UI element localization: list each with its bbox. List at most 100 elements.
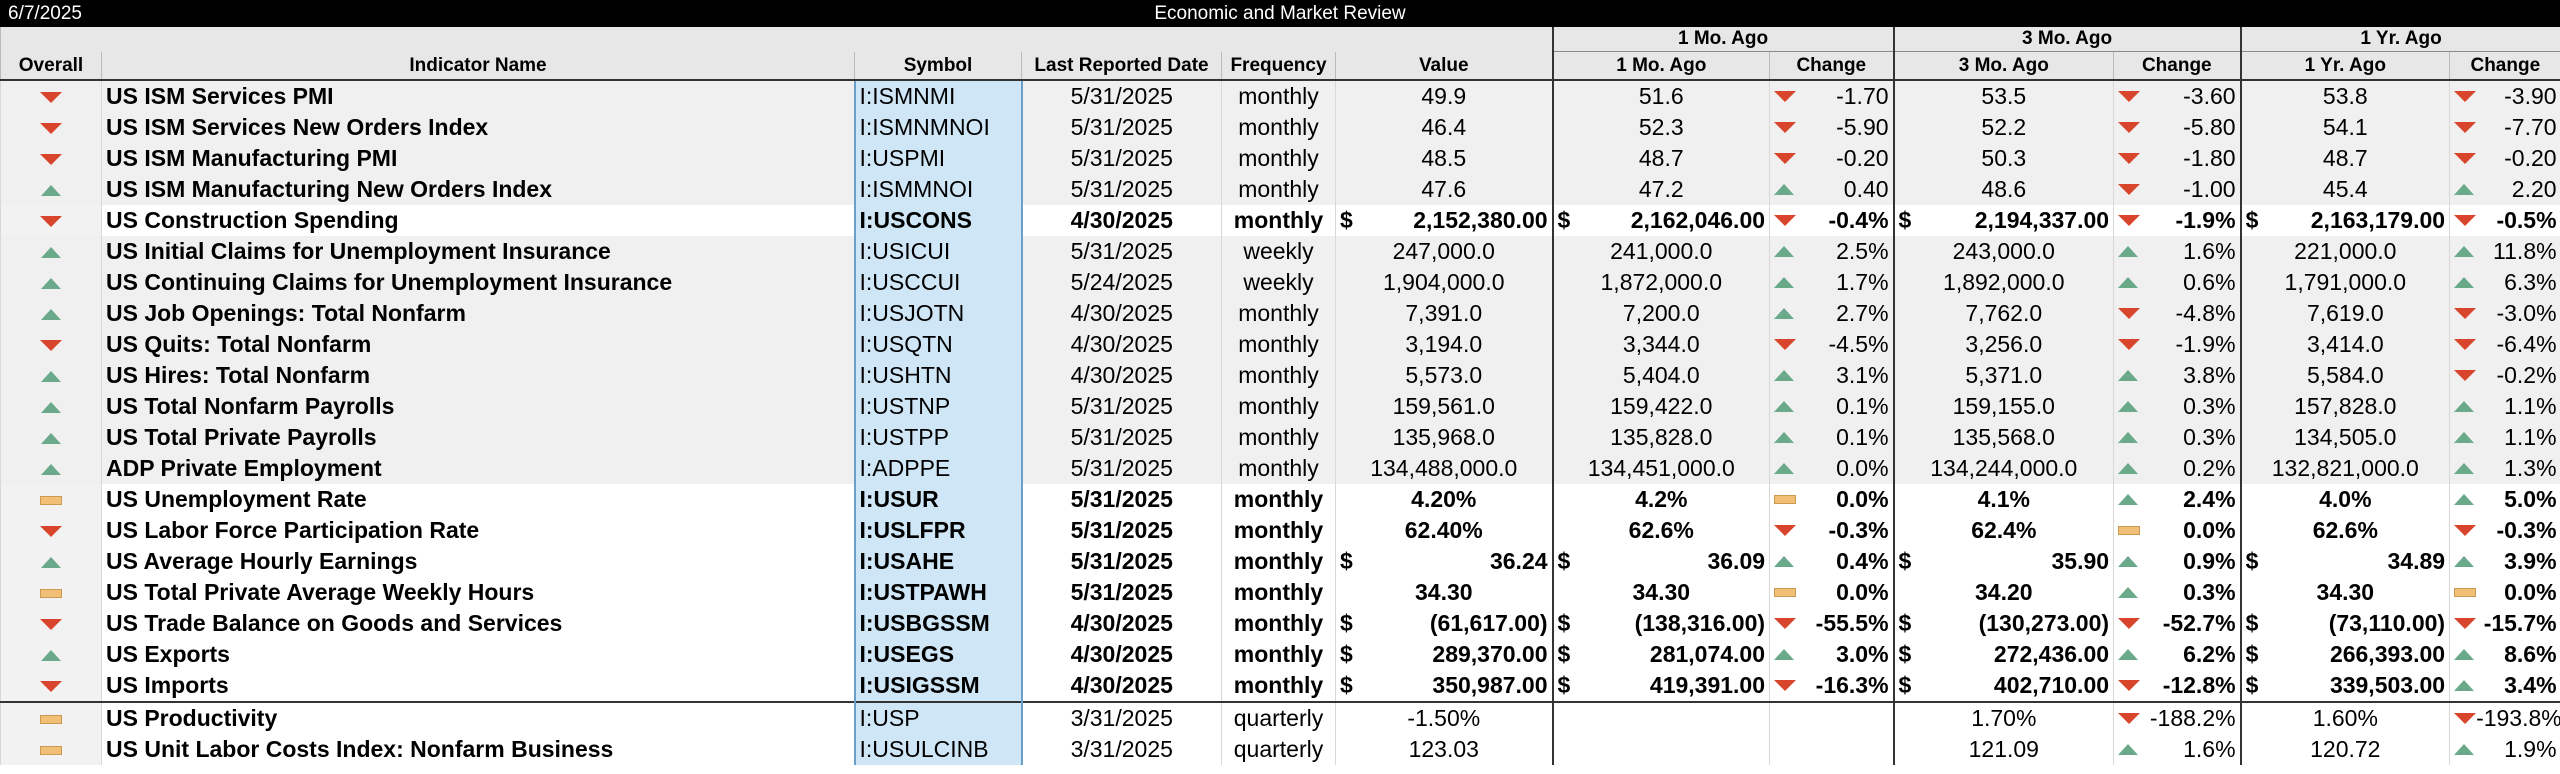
- 3mo-change-cell[interactable]: 0.6%: [2113, 267, 2241, 298]
- 1yr-value-cell[interactable]: 45.4: [2239, 174, 2450, 205]
- last-date-cell[interactable]: 4/30/2025: [1021, 360, 1222, 391]
- 1mo-change-cell[interactable]: [1769, 734, 1894, 765]
- col-header-name[interactable]: Indicator Name: [101, 51, 855, 81]
- 1mo-change-cell[interactable]: -0.4%: [1769, 205, 1894, 236]
- 1yr-change-cell[interactable]: -0.3%: [2449, 515, 2560, 546]
- table-row[interactable]: US ISM Manufacturing PMI I:USPMI 5/31/2025…: [0, 143, 2560, 174]
- 3mo-change-cell[interactable]: -5.80: [2113, 112, 2241, 143]
- 3mo-value-cell[interactable]: $2,194,337.00: [1892, 205, 2114, 236]
- overall-cell[interactable]: [0, 639, 102, 670]
- indicator-name-cell[interactable]: US Productivity: [101, 701, 855, 734]
- value-cell[interactable]: 46.4: [1334, 112, 1553, 143]
- col-header-1mo[interactable]: 1 Mo. Ago: [1551, 51, 1770, 81]
- 1yr-value-cell[interactable]: 134,505.0: [2239, 422, 2450, 453]
- 1yr-change-cell[interactable]: 6.3%: [2449, 267, 2560, 298]
- table-row[interactable]: US ISM Services New Orders Index I:ISMNMN…: [0, 112, 2560, 143]
- frequency-cell[interactable]: monthly: [1221, 639, 1336, 670]
- 1mo-value-cell[interactable]: 241,000.0: [1551, 236, 1770, 267]
- indicator-name-cell[interactable]: US Total Private Average Weekly Hours: [101, 577, 855, 608]
- 3mo-value-cell[interactable]: 52.2: [1892, 112, 2114, 143]
- 1yr-change-cell[interactable]: -6.4%: [2449, 329, 2560, 360]
- 1yr-value-cell[interactable]: 221,000.0: [2239, 236, 2450, 267]
- col-header-overall[interactable]: Overall: [0, 51, 102, 81]
- overall-cell[interactable]: [0, 670, 102, 702]
- 1yr-value-cell[interactable]: 4.0%: [2239, 484, 2450, 515]
- overall-cell[interactable]: [0, 577, 102, 608]
- 1yr-value-cell[interactable]: 48.7: [2239, 143, 2450, 174]
- frequency-cell[interactable]: monthly: [1221, 515, 1336, 546]
- value-cell[interactable]: 1,904,000.0: [1334, 267, 1553, 298]
- overall-cell[interactable]: [0, 453, 102, 484]
- 1mo-value-cell[interactable]: 3,344.0: [1551, 329, 1770, 360]
- value-cell[interactable]: 49.9: [1334, 80, 1553, 112]
- 1mo-change-cell[interactable]: 0.40: [1769, 174, 1894, 205]
- 1mo-value-cell[interactable]: 1,872,000.0: [1551, 267, 1770, 298]
- indicator-name-cell[interactable]: US Initial Claims for Unemployment Insur…: [101, 236, 855, 267]
- 1mo-value-cell[interactable]: 34.30: [1551, 577, 1770, 608]
- 3mo-value-cell[interactable]: 62.4%: [1892, 515, 2114, 546]
- frequency-cell[interactable]: weekly: [1221, 236, 1336, 267]
- 3mo-change-cell[interactable]: 0.3%: [2113, 422, 2241, 453]
- table-row[interactable]: US Job Openings: Total Nonfarm I:USJOTN 4/…: [0, 298, 2560, 329]
- value-cell[interactable]: 247,000.0: [1334, 236, 1553, 267]
- 1yr-value-cell[interactable]: $34.89: [2239, 546, 2450, 577]
- table-row[interactable]: US Unit Labor Costs Index: Nonfarm Busin…: [0, 734, 2560, 765]
- 1mo-value-cell[interactable]: 7,200.0: [1551, 298, 1770, 329]
- 3mo-change-cell[interactable]: 0.3%: [2113, 391, 2241, 422]
- 1yr-value-cell[interactable]: 1,791,000.0: [2239, 267, 2450, 298]
- indicator-name-cell[interactable]: US Labor Force Participation Rate: [101, 515, 855, 546]
- 1yr-value-cell[interactable]: $2,163,179.00: [2239, 205, 2450, 236]
- 3mo-value-cell[interactable]: 159,155.0: [1892, 391, 2114, 422]
- last-date-cell[interactable]: 4/30/2025: [1021, 205, 1222, 236]
- indicator-name-cell[interactable]: US Total Nonfarm Payrolls: [101, 391, 855, 422]
- 1mo-value-cell[interactable]: 134,451,000.0: [1551, 453, 1770, 484]
- 1mo-change-cell[interactable]: -16.3%: [1769, 670, 1894, 702]
- table-row[interactable]: US Imports I:USIGSSM 4/30/2025 monthly $350,…: [0, 670, 2560, 702]
- frequency-cell[interactable]: weekly: [1221, 267, 1336, 298]
- 3mo-value-cell[interactable]: 1,892,000.0: [1892, 267, 2114, 298]
- value-cell[interactable]: 47.6: [1334, 174, 1553, 205]
- 3mo-change-cell[interactable]: 1.6%: [2113, 734, 2241, 765]
- symbol-cell[interactable]: I:ISMNMI: [853, 80, 1023, 112]
- table-row[interactable]: US Initial Claims for Unemployment Insur…: [0, 236, 2560, 267]
- overall-cell[interactable]: [0, 205, 102, 236]
- 1mo-change-cell[interactable]: -1.70: [1769, 80, 1894, 112]
- 3mo-change-cell[interactable]: -1.00: [2113, 174, 2241, 205]
- indicator-name-cell[interactable]: US Continuing Claims for Unemployment In…: [101, 267, 855, 298]
- 1mo-change-cell[interactable]: 3.1%: [1769, 360, 1894, 391]
- 3mo-change-cell[interactable]: 6.2%: [2113, 639, 2241, 670]
- 1mo-value-cell[interactable]: 62.6%: [1551, 515, 1770, 546]
- value-cell[interactable]: 159,561.0: [1334, 391, 1553, 422]
- 1yr-value-cell[interactable]: 7,619.0: [2239, 298, 2450, 329]
- table-row[interactable]: US Labor Force Participation Rate I:USLFP…: [0, 515, 2560, 546]
- 1yr-change-cell[interactable]: -3.0%: [2449, 298, 2560, 329]
- symbol-cell[interactable]: I:USP: [853, 701, 1023, 734]
- overall-cell[interactable]: [0, 546, 102, 577]
- 1mo-change-cell[interactable]: 0.0%: [1769, 453, 1894, 484]
- last-date-cell[interactable]: 5/24/2025: [1021, 267, 1222, 298]
- indicator-name-cell[interactable]: US ISM Services New Orders Index: [101, 112, 855, 143]
- 1mo-value-cell[interactable]: [1551, 734, 1770, 765]
- value-cell[interactable]: -1.50%: [1334, 701, 1553, 734]
- last-date-cell[interactable]: 5/31/2025: [1021, 484, 1222, 515]
- 3mo-value-cell[interactable]: 135,568.0: [1892, 422, 2114, 453]
- 1mo-value-cell[interactable]: 4.2%: [1551, 484, 1770, 515]
- table-row[interactable]: US Total Nonfarm Payrolls I:USTNP 5/31/202…: [0, 391, 2560, 422]
- last-date-cell[interactable]: 5/31/2025: [1021, 515, 1222, 546]
- value-cell[interactable]: $ (61,617.00): [1334, 608, 1553, 639]
- symbol-cell[interactable]: I:USBGSSM: [853, 608, 1023, 639]
- overall-cell[interactable]: [0, 422, 102, 453]
- symbol-cell[interactable]: I:ISMNMNOI: [853, 112, 1023, 143]
- symbol-cell[interactable]: I:USCONS: [853, 205, 1023, 236]
- frequency-cell[interactable]: monthly: [1221, 360, 1336, 391]
- 1mo-change-cell[interactable]: 0.0%: [1769, 577, 1894, 608]
- table-row[interactable]: US Unemployment Rate I:USUR 5/31/2025 month…: [0, 484, 2560, 515]
- value-cell[interactable]: 5,573.0: [1334, 360, 1553, 391]
- col-header-1yr-change[interactable]: Change: [2449, 51, 2560, 81]
- 3mo-change-cell[interactable]: 2.4%: [2113, 484, 2241, 515]
- symbol-cell[interactable]: I:ADPPE: [853, 453, 1023, 484]
- 1yr-value-cell[interactable]: $ (73,110.00): [2239, 608, 2450, 639]
- table-row[interactable]: US Continuing Claims for Unemployment In…: [0, 267, 2560, 298]
- overall-cell[interactable]: [0, 734, 102, 765]
- symbol-cell[interactable]: I:USULCINB: [853, 734, 1023, 765]
